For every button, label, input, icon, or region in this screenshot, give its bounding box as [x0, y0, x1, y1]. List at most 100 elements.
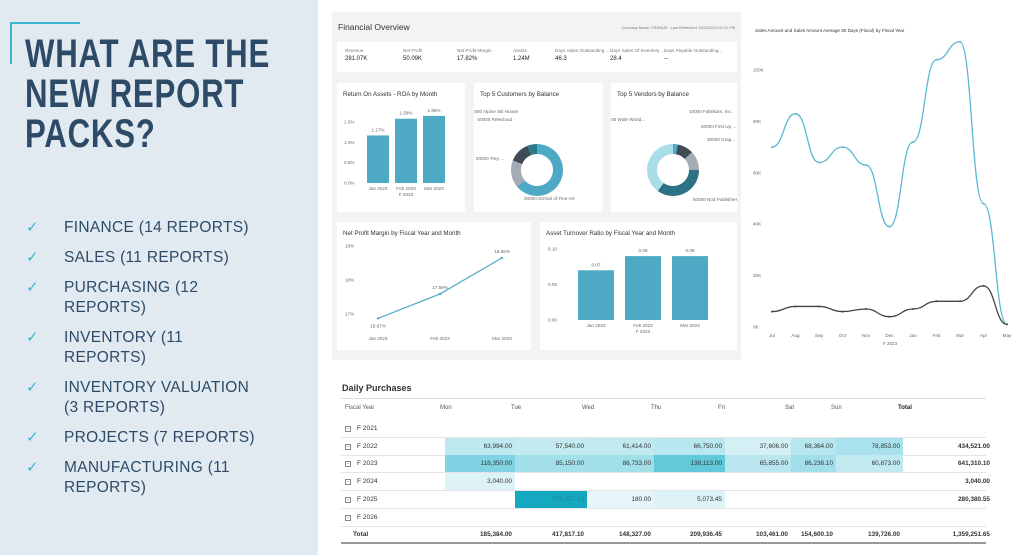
expand-icon[interactable]: − — [345, 443, 351, 450]
data-label: 0.07 — [592, 262, 601, 267]
y-tick-label: 1.5% — [344, 120, 354, 125]
row-header[interactable]: − F 2026 — [345, 514, 378, 521]
data-point — [771, 310, 773, 313]
slice-label: 50000 Relecloud — [478, 117, 513, 122]
slice-label: 20000 Trey ... — [476, 156, 504, 161]
table-cell — [654, 420, 725, 437]
y-tick-label: 60K — [753, 170, 762, 175]
kpi-item: Days Sales Outstanding ... 46.3 — [555, 48, 609, 62]
row-header[interactable]: − F 2023 — [345, 460, 378, 468]
y-tick-label: 0K — [753, 325, 760, 330]
chart-title: Asset Turnover Ratio by Fiscal Year and … — [546, 230, 675, 237]
bullet-item: ✓ PROJECTS (7 REPORTS) — [26, 428, 264, 448]
data-label: 0.09 — [686, 248, 695, 253]
x-tick-label: Aug — [791, 333, 800, 338]
y-tick-label: 0.0% — [344, 181, 354, 186]
row-header[interactable]: − F 2025 — [345, 496, 378, 503]
table-cell — [654, 509, 725, 526]
y-tick-label: 40K — [753, 222, 762, 227]
data-label: 18.65% — [494, 249, 510, 254]
donut-slice — [657, 170, 699, 196]
data-point — [771, 146, 773, 149]
slice-label: 20000 First Up ... — [701, 124, 736, 129]
data-point — [935, 300, 938, 303]
bullet-text: SALES (11 REPORTS) — [64, 248, 264, 268]
table-cell — [725, 509, 791, 526]
fiscal-year-label: F 2025 — [357, 495, 378, 503]
bar — [672, 256, 708, 320]
slice-label: 30000 Grap... — [707, 137, 735, 142]
expand-icon[interactable]: − — [345, 426, 351, 432]
column-header-wed[interactable]: Wed — [582, 405, 595, 411]
table-cell — [515, 473, 587, 490]
table-row: − F 2024 3,040.00 3,040.00 — [341, 473, 990, 492]
kpi-label: Revenue — [345, 48, 364, 53]
dashboard-meta: Company Name: CRONUS · Last Refreshed: 1… — [621, 26, 735, 30]
data-point — [818, 305, 820, 308]
kpi-label: Days Payable Outstanding... — [664, 48, 723, 53]
expand-icon[interactable]: − — [345, 514, 351, 521]
table-cell: 118,350.00 — [445, 455, 515, 473]
bullet-line: PROJECTS (7 REPORTS) — [64, 429, 255, 446]
column-header-sun[interactable]: Sun — [831, 405, 842, 411]
expand-icon[interactable]: − — [345, 461, 351, 468]
bullet-line: (3 REPORTS) — [64, 399, 166, 416]
column-header-fiscal-year[interactable]: Fiscal Year — [345, 405, 375, 411]
table-cell — [654, 473, 725, 490]
column-header-fri[interactable]: Fri — [718, 405, 725, 411]
table-row: − F 2026 — [341, 509, 986, 527]
data-point — [982, 284, 985, 287]
data-label: 17.59% — [432, 285, 448, 290]
x-tick-label: May — [1003, 333, 1012, 338]
table-cell — [725, 473, 791, 490]
expand-icon[interactable]: − — [345, 479, 351, 486]
bullet-text: MANUFACTURING (11 REPORTS) — [64, 458, 264, 498]
table-cell — [515, 420, 587, 437]
roa-chart-card: Return On Assets - ROA by Month 0.0% 0.5% 1… — [337, 83, 465, 212]
column-header-total[interactable]: Total — [898, 405, 912, 411]
bullet-text: PROJECTS (7 REPORTS) — [64, 428, 264, 448]
slice-label: 40000 Alpine Ski House — [474, 109, 518, 114]
kpi-value: 28.4 — [610, 56, 622, 62]
data-point — [841, 310, 844, 313]
y-tick-label: 20K — [753, 273, 762, 278]
table-cell: 180.00 — [587, 490, 654, 508]
table-cell: 86,236.10 — [791, 455, 836, 473]
chart-title: Top 5 Vendors by Balance — [617, 91, 689, 98]
donut-slice — [527, 144, 537, 156]
fiscal-year-label: F 2023 — [357, 460, 378, 468]
expand-icon[interactable]: − — [345, 496, 351, 503]
total-cell: 148,327.00 — [619, 531, 651, 538]
table-cell: 280,380.55 — [958, 495, 990, 503]
table-cell: 434,521.00 — [958, 442, 990, 450]
table-cell: 85,150.00 — [515, 455, 587, 473]
kpi-item: Days Sales Of Inventory ... 28.4 — [610, 48, 665, 62]
y-tick-label: 80K — [753, 119, 762, 124]
bullet-line: PURCHASING (12 — [64, 279, 199, 296]
x-tick-label: Feb 2023 — [430, 336, 450, 341]
column-header-tue[interactable]: Tue — [511, 405, 522, 411]
column-header-mon[interactable]: Mon — [440, 405, 452, 411]
row-header[interactable]: − F 2021 — [345, 425, 378, 432]
data-point — [865, 164, 867, 167]
table-cell — [445, 509, 515, 526]
table-cell: 37,606.00 — [725, 437, 791, 455]
check-icon: ✓ — [26, 329, 39, 346]
x-tick-label: Feb 2023 — [633, 323, 653, 328]
column-header-thu[interactable]: Thu — [651, 405, 662, 411]
slide-panel: WHAT ARE THE NEW REPORT PACKS? ✓ FINANCE … — [0, 0, 318, 555]
donut-slice — [673, 144, 678, 155]
fiscal-year-label: F 2022 — [357, 442, 378, 450]
row-header[interactable]: − F 2022 — [345, 443, 378, 450]
column-header-sat[interactable]: Sat — [785, 405, 795, 411]
data-point — [982, 202, 985, 205]
table-cell: 57,540.00 — [515, 437, 587, 455]
row-header[interactable]: − F 2024 — [345, 478, 378, 486]
total-cell: 417,817.10 — [552, 531, 584, 538]
title-line: NEW REPORT — [25, 72, 245, 116]
bullet-text: INVENTORY (11 REPORTS) — [64, 328, 264, 368]
data-label: 16.87% — [370, 323, 386, 328]
slide-title: WHAT ARE THE NEW REPORT PACKS? — [25, 34, 269, 154]
y-tick-label: 1.0% — [344, 140, 354, 145]
kpi-label: Net Profit — [403, 48, 423, 53]
